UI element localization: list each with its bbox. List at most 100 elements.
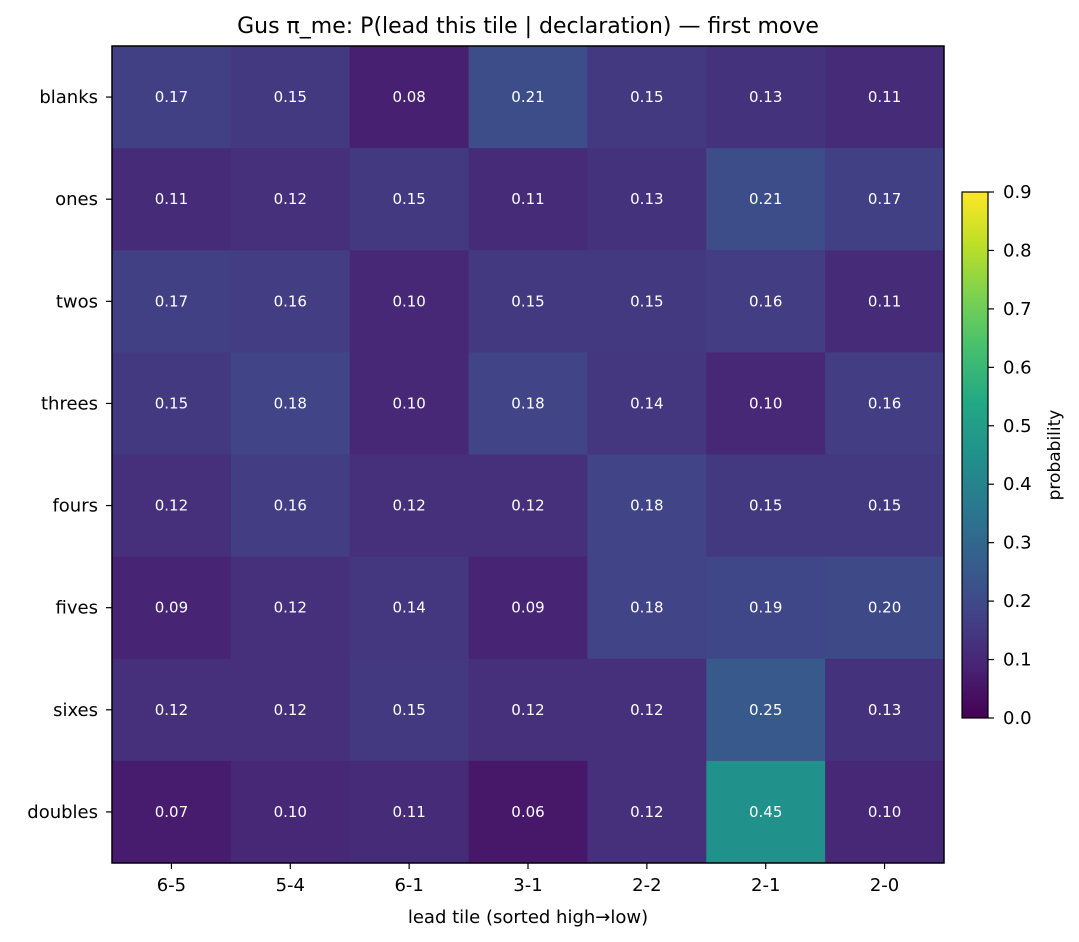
x-tick-label: 3-1 <box>513 875 542 896</box>
cell-value-label: 0.06 <box>511 803 544 821</box>
heatmap-cell <box>349 148 470 251</box>
cell-value-label: 0.09 <box>155 599 188 617</box>
colorbar-tick-label: 0.1 <box>1003 650 1032 671</box>
cell-value-label: 0.12 <box>392 497 425 515</box>
colorbar-tick-label: 0.0 <box>1003 708 1032 729</box>
cell-value-label: 0.10 <box>868 803 901 821</box>
heatmap-cell <box>230 658 351 762</box>
cell-value-label: 0.10 <box>392 292 425 310</box>
cell-value-label: 0.17 <box>155 292 188 310</box>
cell-value-label: 0.12 <box>274 701 307 719</box>
heatmap-cell-labels: 0.17 0.15 0.08 0.21 0.15 0.13 0.11 0.11 0.12 0.15… <box>155 88 902 821</box>
heatmap-cell <box>706 658 826 762</box>
heatmap-cell <box>349 46 470 149</box>
heatmap-cell <box>349 352 470 455</box>
cell-value-label: 0.10 <box>274 803 307 821</box>
cell-value-label: 0.10 <box>392 394 425 412</box>
cell-value-label: 0.11 <box>155 190 188 208</box>
cell-value-label: 0.08 <box>392 88 425 106</box>
heatmap-cell <box>112 658 232 762</box>
heatmap-cell <box>706 250 826 353</box>
heatmap-cell <box>587 352 707 455</box>
colorbar-tick-label: 0.3 <box>1003 533 1032 554</box>
heatmap-cell <box>706 556 826 660</box>
cell-value-label: 0.12 <box>511 701 544 719</box>
heatmap-cell <box>112 148 232 251</box>
heatmap-cell <box>706 352 826 455</box>
heatmap-cell <box>825 250 945 353</box>
heatmap-cell <box>349 454 470 558</box>
heatmap-cell <box>825 658 945 762</box>
cell-value-label: 0.20 <box>868 599 901 617</box>
cell-value-label: 0.15 <box>392 701 425 719</box>
y-tick-label: twos <box>56 291 98 312</box>
heatmap-cell <box>112 352 232 455</box>
cell-value-label: 0.11 <box>868 292 901 310</box>
heatmap-cell <box>706 148 826 251</box>
heatmap-cell <box>230 556 351 660</box>
y-tick-label: ones <box>55 189 98 210</box>
cell-value-label: 0.15 <box>749 497 782 515</box>
cell-value-label: 0.12 <box>630 701 663 719</box>
heatmap-cell <box>230 760 351 864</box>
x-tick-label: 2-0 <box>870 875 899 896</box>
cell-value-label: 0.14 <box>392 599 425 617</box>
heatmap-cell <box>706 46 826 149</box>
heatmap-cell <box>468 556 588 660</box>
cell-value-label: 0.21 <box>511 88 544 106</box>
heatmap-cell <box>825 148 945 251</box>
cell-value-label: 0.13 <box>749 88 782 106</box>
cell-value-label: 0.12 <box>155 701 188 719</box>
x-axis: 6-5 5-4 6-1 3-1 2-2 2-1 2-0 <box>157 863 899 896</box>
heatmap-cell <box>349 760 470 864</box>
cell-value-label: 0.11 <box>392 803 425 821</box>
cell-value-label: 0.15 <box>392 190 425 208</box>
cell-value-label: 0.07 <box>155 803 188 821</box>
cell-value-label: 0.12 <box>274 599 307 617</box>
cell-value-label: 0.18 <box>630 599 663 617</box>
heatmap-cell <box>468 454 588 558</box>
colorbar-tick-label: 0.5 <box>1003 416 1032 437</box>
heatmap-cell <box>587 760 707 864</box>
heatmap-cell <box>468 46 588 149</box>
heatmap-cell <box>825 46 945 149</box>
colorbar-tick-label: 0.6 <box>1003 357 1032 378</box>
heatmap-cell <box>468 250 588 353</box>
cell-value-label: 0.12 <box>511 497 544 515</box>
cell-value-label: 0.15 <box>274 88 307 106</box>
y-tick-label: blanks <box>39 87 98 108</box>
y-tick-label: fours <box>52 496 98 517</box>
cell-value-label: 0.12 <box>630 803 663 821</box>
cell-value-label: 0.16 <box>274 497 307 515</box>
heatmap-cell <box>706 454 826 558</box>
heatmap-cell <box>349 658 470 762</box>
colorbar-tick-label: 0.8 <box>1003 240 1032 261</box>
chart-title: Gus π_me: P(lead this tile | declaration… <box>237 14 819 39</box>
colorbar-tick-label: 0.2 <box>1003 591 1032 612</box>
cell-value-label: 0.17 <box>868 190 901 208</box>
cell-value-label: 0.25 <box>749 701 782 719</box>
heatmap-cell <box>112 250 232 353</box>
heatmap-cell <box>468 148 588 251</box>
heatmap-cell <box>230 250 351 353</box>
cell-value-label: 0.15 <box>511 292 544 310</box>
cell-value-label: 0.45 <box>749 803 782 821</box>
heatmap-cell <box>230 46 351 149</box>
colorbar-tick-label: 0.4 <box>1003 474 1032 495</box>
y-axis: blanks ones twos threes fours fives sixes doubl… <box>27 87 112 823</box>
x-tick-label: 2-2 <box>632 875 661 896</box>
cell-value-label: 0.16 <box>274 292 307 310</box>
colorbar-gradient <box>961 191 989 719</box>
y-tick-label: fives <box>56 598 98 619</box>
cell-value-label: 0.16 <box>868 394 901 412</box>
cell-value-label: 0.15 <box>630 292 663 310</box>
x-axis-label: lead tile (sorted high→low) <box>408 907 648 928</box>
cell-value-label: 0.11 <box>511 190 544 208</box>
heatmap-cell <box>825 556 945 660</box>
heatmap-cell <box>587 454 707 558</box>
cell-value-label: 0.21 <box>749 190 782 208</box>
heatmap-cell <box>706 760 826 864</box>
y-tick-label: sixes <box>53 700 98 721</box>
colorbar-tick-label: 0.7 <box>1003 299 1032 320</box>
